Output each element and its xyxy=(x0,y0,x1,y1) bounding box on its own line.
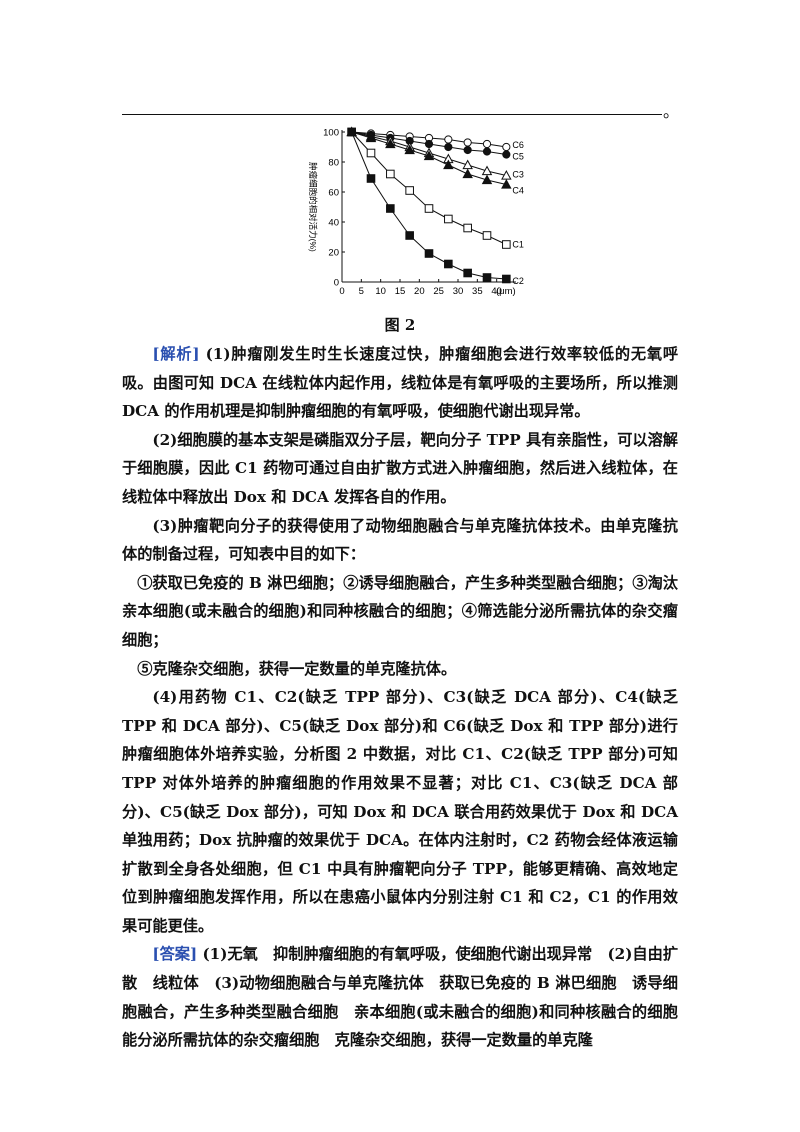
end-mark: 。 xyxy=(663,102,680,121)
y-tick-label: 40 xyxy=(328,218,339,229)
analysis-para-2: (2)细胞膜的基本支架是磷脂双分子层，靶向分子 TPP 具有亲脂性，可以溶解于细… xyxy=(122,430,678,506)
data-point-c4 xyxy=(462,168,473,179)
data-point-c4 xyxy=(385,138,396,149)
figure-caption: 图 2 xyxy=(384,316,416,334)
analysis-text-1: (1)肿瘤刚发生时生长速度过快，肿瘤细胞会进行效率较低的无氧呼吸。由图可知 DC… xyxy=(122,345,679,421)
y-tick-label: 60 xyxy=(328,188,339,199)
data-point-c1 xyxy=(502,240,511,249)
data-point-c6 xyxy=(463,138,472,147)
data-point-c2 xyxy=(502,274,511,284)
data-point-c1 xyxy=(482,231,492,240)
data-point-c1 xyxy=(405,186,414,195)
data-point-c3 xyxy=(462,159,473,170)
data-point-c2 xyxy=(463,268,472,278)
data-point-c5 xyxy=(424,139,434,149)
series-label-c1: C1 xyxy=(512,240,524,250)
data-point-c1 xyxy=(444,214,453,224)
solution-body: [解析] (1)肿瘤刚发生时生长速度过快，肿瘤细胞会进行效率较低的无氧呼吸。由图… xyxy=(122,340,693,1055)
analysis-tag: [解析] xyxy=(152,345,200,363)
data-point-c1 xyxy=(463,223,472,233)
x-tick-label: 40 xyxy=(491,286,502,297)
x-tick-label: 0 xyxy=(339,286,344,297)
data-point-c2 xyxy=(482,273,492,282)
x-tick-label: 20 xyxy=(414,286,425,297)
analysis-para-4: ①获取已免疫的 B 淋巴细胞；②诱导细胞融合，产生多种类型融合细胞；③淘汰亲本细… xyxy=(122,573,678,649)
answer-blank-line xyxy=(122,114,662,115)
data-point-c4 xyxy=(481,174,493,185)
data-point-c2 xyxy=(405,231,414,240)
data-point-c1 xyxy=(424,204,434,213)
x-tick-label: 5 xyxy=(359,286,364,297)
data-point-c2 xyxy=(366,174,376,183)
series-label-c6: C6 xyxy=(512,140,524,150)
series-label-c4: C4 xyxy=(512,186,524,196)
series-label-c5: C5 xyxy=(512,152,524,162)
x-tick-label: 35 xyxy=(472,286,483,297)
data-point-c6 xyxy=(482,139,492,149)
x-tick-label: 30 xyxy=(453,286,464,297)
data-point-c4 xyxy=(365,132,377,143)
analysis-para-5: ⑤克隆杂交细胞，获得一定数量的单克隆抗体。 xyxy=(137,659,457,678)
analysis-para-6: (4)用药物 C1、C2(缺乏 TPP 部分)、C3(缺乏 DCA 部分)、C4… xyxy=(122,688,678,935)
data-point-c4 xyxy=(443,159,454,170)
data-point-c3 xyxy=(481,165,493,176)
series-label-c2: C2 xyxy=(512,276,524,286)
data-point-c4 xyxy=(501,179,512,189)
data-point-c5 xyxy=(444,142,453,152)
y-axis-label: 肿瘤细胞的相对活力(%) xyxy=(308,162,318,252)
answer-tag: [答案] xyxy=(152,945,198,964)
data-point-c2 xyxy=(386,204,395,213)
analysis-para-3: (3)肿瘤靶向分子的获得使用了动物细胞融合与单克隆抗体技术。由单克隆抗体的制备过… xyxy=(122,516,678,564)
data-point-c1 xyxy=(386,169,395,179)
data-point-c6 xyxy=(502,142,511,152)
data-point-c1 xyxy=(366,148,376,158)
y-tick-label: 20 xyxy=(328,248,339,259)
x-tick-label: 15 xyxy=(395,286,406,297)
answer-text: (1)无氧 抑制肿瘤细胞的有氧呼吸，使细胞代谢出现异常 (2)自由扩散 线粒体 … xyxy=(122,945,694,1050)
data-point-c6 xyxy=(444,135,453,144)
analysis-para-1: [解析] (1)肿瘤刚发生时生长速度过快，肿瘤细胞会进行效率较低的无氧呼吸。由图… xyxy=(122,340,678,426)
x-tick-label: 25 xyxy=(433,286,444,297)
y-tick-label: 0 xyxy=(334,278,339,289)
data-point-c5 xyxy=(502,150,511,159)
y-tick-label: 100 xyxy=(323,128,339,139)
data-point-c4 xyxy=(404,144,415,155)
data-point-c2 xyxy=(444,259,453,269)
data-point-c5 xyxy=(463,145,472,155)
x-axis-unit: (μm) xyxy=(496,286,516,297)
data-point-c5 xyxy=(482,147,492,156)
answer-para: [答案] (1)无氧 抑制肿瘤细胞的有氧呼吸，使细胞代谢出现异常 (2)自由扩散… xyxy=(122,940,693,1054)
data-point-c2 xyxy=(347,127,356,137)
data-point-c2 xyxy=(424,249,434,258)
x-tick-label: 10 xyxy=(375,286,386,297)
y-tick-label: 80 xyxy=(328,158,339,169)
data-point-c4 xyxy=(423,150,435,161)
series-label-c3: C3 xyxy=(512,170,524,180)
